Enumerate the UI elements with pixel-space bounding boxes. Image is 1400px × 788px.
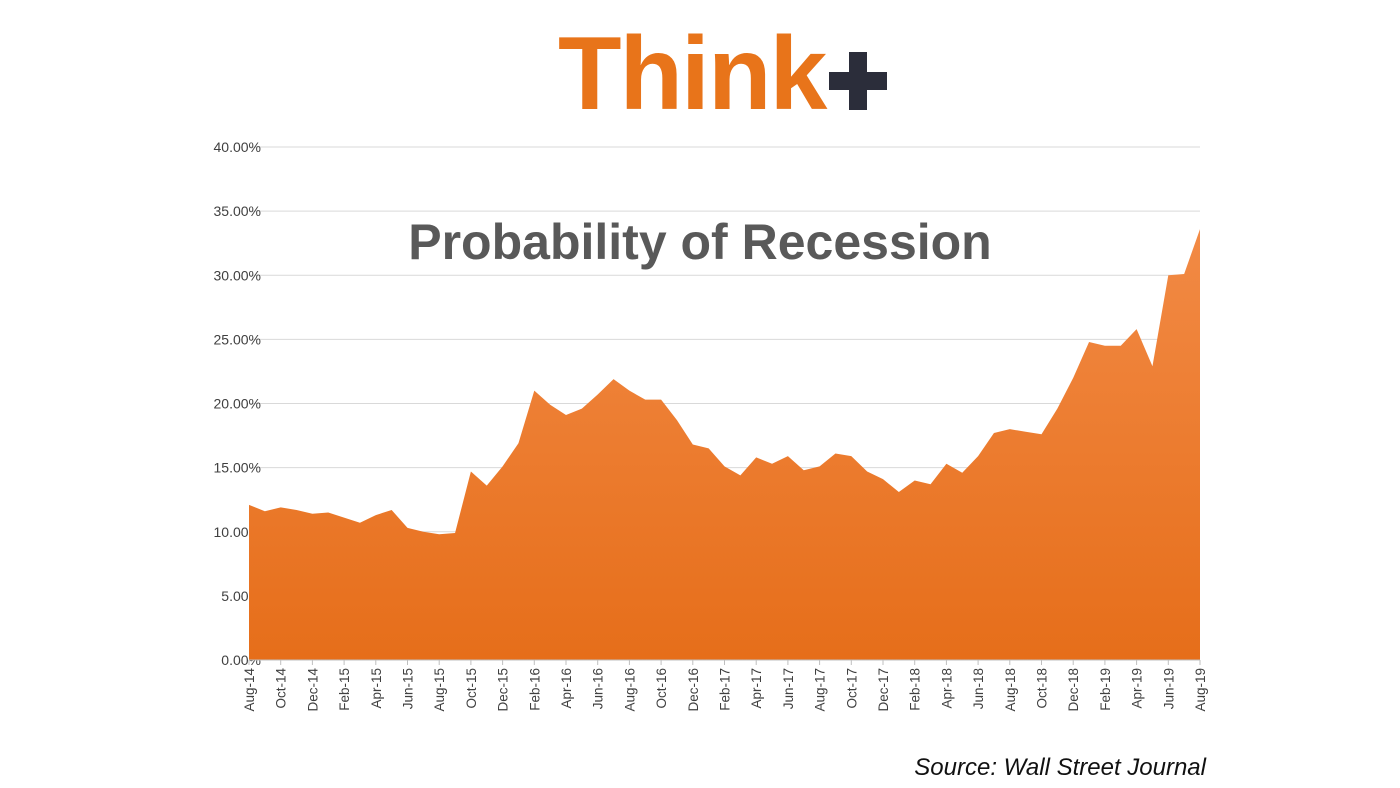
x-tick-label: Apr-18 bbox=[939, 668, 954, 709]
x-tick-label: Oct-15 bbox=[464, 668, 479, 709]
x-tick-label: Aug-14 bbox=[242, 668, 257, 712]
x-tick-label: Apr-16 bbox=[559, 668, 574, 709]
x-tick-label: Jun-16 bbox=[591, 668, 606, 709]
x-tick-label: Jun-19 bbox=[1161, 668, 1176, 709]
x-tick-label: Aug-17 bbox=[813, 668, 828, 712]
x-tick-label: Apr-19 bbox=[1130, 668, 1145, 709]
x-tick-label: Feb-17 bbox=[718, 668, 733, 711]
x-tick-label: Oct-18 bbox=[1035, 668, 1050, 709]
x-tick-label: Aug-15 bbox=[432, 668, 447, 712]
x-axis bbox=[248, 659, 1201, 665]
logo-wordmark: Think bbox=[558, 16, 827, 132]
x-tick-label: Aug-16 bbox=[622, 668, 637, 712]
y-tick-label: 15.00% bbox=[214, 460, 261, 476]
x-tick-label: Feb-16 bbox=[527, 668, 542, 711]
source-note: Source: Wall Street Journal bbox=[914, 754, 1206, 781]
x-tick-label: Jun-17 bbox=[781, 668, 796, 709]
x-tick-label: Feb-18 bbox=[908, 668, 923, 711]
x-tick-label: Dec-18 bbox=[1066, 668, 1081, 712]
x-tick-label: Oct-14 bbox=[274, 668, 289, 709]
x-tick-label: Dec-17 bbox=[876, 668, 891, 712]
x-tick-label: Apr-15 bbox=[369, 668, 384, 709]
x-tick-label: Apr-17 bbox=[749, 668, 764, 709]
x-tick-label: Jun-15 bbox=[401, 668, 416, 709]
x-tick-label: Oct-17 bbox=[844, 668, 859, 709]
x-tick-label: Aug-19 bbox=[1193, 668, 1208, 712]
gridlines bbox=[249, 146, 1200, 597]
x-tick-label: Dec-16 bbox=[686, 668, 701, 712]
y-tick-label: 30.00% bbox=[214, 267, 261, 283]
x-tick-label: Oct-16 bbox=[654, 668, 669, 709]
x-tick-label: Feb-15 bbox=[337, 668, 352, 711]
x-tick-label: Dec-14 bbox=[305, 668, 320, 712]
y-tick-label: 25.00% bbox=[214, 331, 261, 347]
x-tick-label: Aug-18 bbox=[1003, 668, 1018, 712]
think-plus-logo: Think bbox=[558, 16, 888, 132]
y-tick-label: 35.00% bbox=[214, 203, 261, 219]
plus-icon bbox=[829, 52, 888, 110]
x-axis-ticks: Aug-14 Oct-14 Dec-14 Feb-15 Apr-15 Jun-15 Aug-… bbox=[242, 668, 1208, 712]
chart-title: Probability of Recession bbox=[408, 214, 991, 270]
x-tick-label: Feb-19 bbox=[1098, 668, 1113, 711]
area-series bbox=[249, 229, 1200, 660]
x-tick-label: Jun-18 bbox=[971, 668, 986, 709]
x-tick-label: Dec-15 bbox=[496, 668, 511, 712]
y-tick-label: 40.00% bbox=[214, 139, 261, 155]
y-tick-label: 20.00% bbox=[214, 396, 261, 412]
